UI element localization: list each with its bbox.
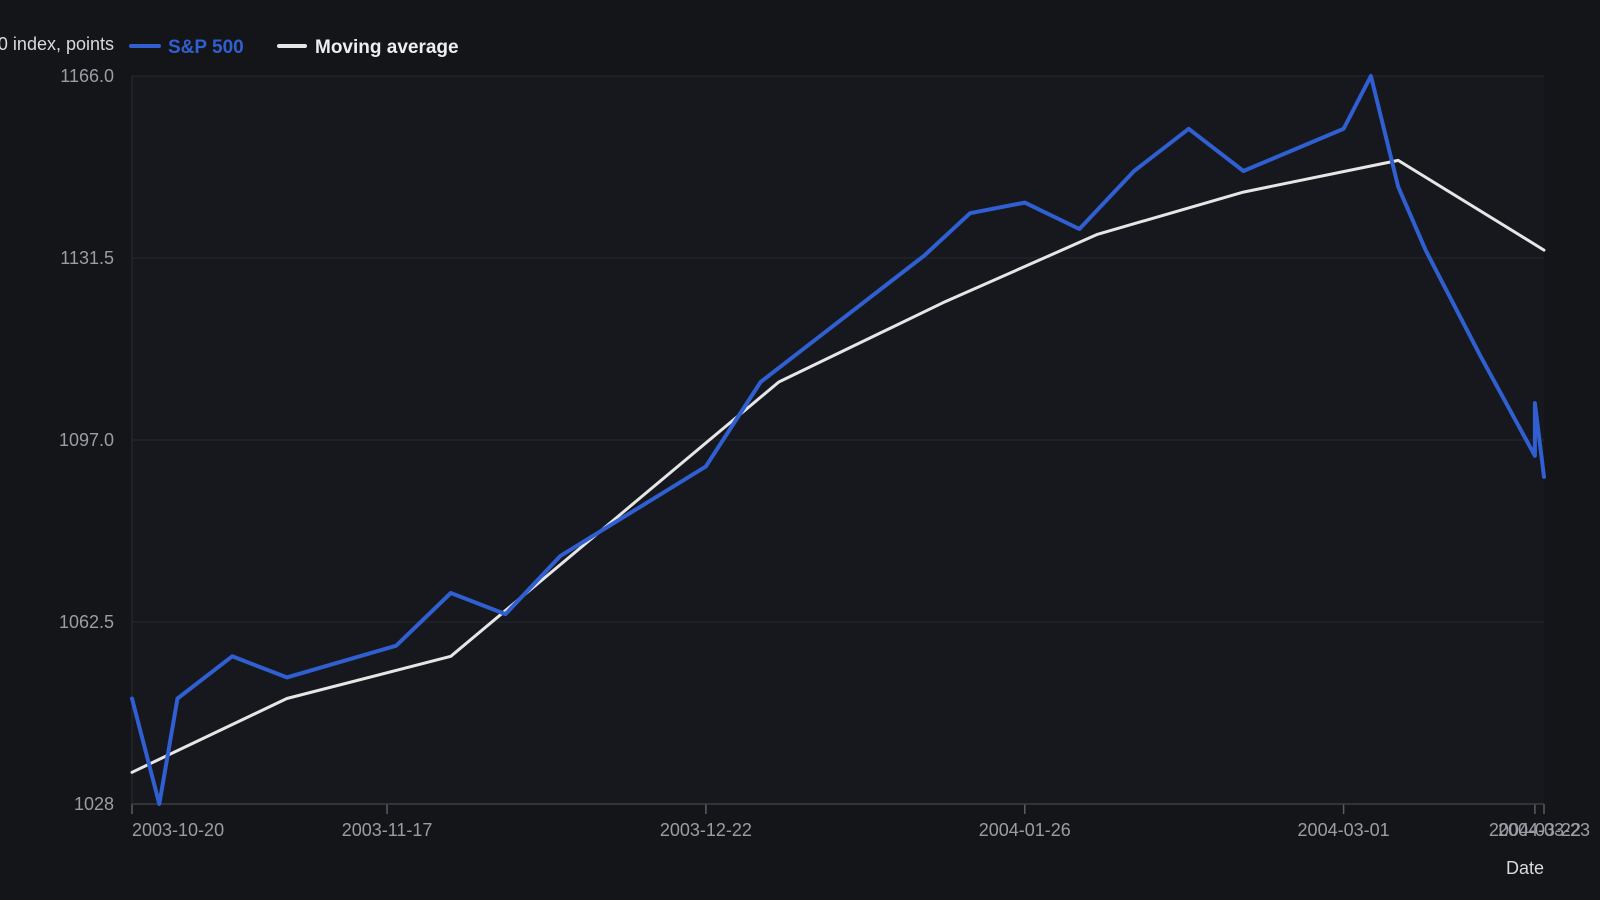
x-tick-label: 2004-03-22	[1489, 820, 1581, 840]
gridlines	[132, 75, 1544, 623]
series-line-moving-average	[130, 158, 1546, 774]
legend: S&P 500 Moving average	[129, 37, 459, 58]
y-axis-label: S&P 500 index, points	[0, 34, 114, 54]
x-tick-label: 2004-01-26	[979, 820, 1071, 840]
x-axis: 2003-10-20 2003-11-17 2003-12-22 2004-01-26…	[131, 804, 1590, 840]
x-tick-label: 2004-03-23	[1498, 820, 1590, 840]
x-tick-label: 2003-12-22	[660, 820, 752, 840]
legend-label-sp500: S&P 500	[168, 37, 244, 58]
series-line-sp500	[130, 74, 1546, 806]
series-layer	[130, 74, 1546, 806]
x-axis-label: Date	[1506, 858, 1544, 878]
x-tick-label: 2003-10-20	[132, 820, 224, 840]
y-tick-label: 1166.0	[60, 66, 114, 86]
legend-label-moving-average: Moving average	[315, 37, 459, 58]
y-tick-label: 1131.5	[60, 248, 114, 268]
x-tick-label: 2003-11-17	[342, 820, 433, 840]
y-tick-label: 1062.5	[59, 612, 114, 632]
y-tick-label: 1097.0	[59, 430, 114, 450]
y-tick-label: 1028	[74, 794, 114, 814]
x-tick-label: 2004-03-01	[1298, 820, 1390, 840]
y-axis: 1028 1062.5 1097.0 1131.5 1166.0	[59, 66, 114, 814]
